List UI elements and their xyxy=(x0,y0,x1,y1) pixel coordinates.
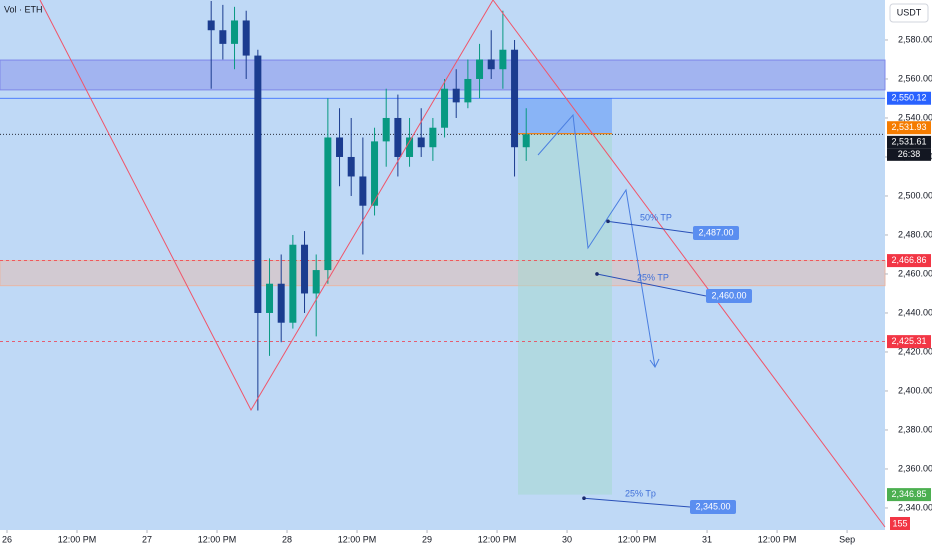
candle-body xyxy=(371,141,379,206)
price-tag xyxy=(887,254,931,268)
currency[interactable]: USDT xyxy=(897,7,922,17)
x-tick-label: Sep xyxy=(839,534,855,544)
candle-body xyxy=(429,127,437,148)
y-tick-label: 2,360.00 xyxy=(898,463,932,473)
target-box xyxy=(693,226,739,240)
bottom-tag-box xyxy=(890,517,910,530)
trend-zigzag xyxy=(39,0,886,528)
currency-button[interactable] xyxy=(889,3,929,23)
candle-body xyxy=(289,244,297,323)
candle-body xyxy=(417,137,425,148)
candle-body xyxy=(336,137,344,157)
y-tick-label: 2,460.00 xyxy=(898,268,932,278)
target-label: 2,460.00 xyxy=(711,290,746,300)
candle-body xyxy=(242,20,250,56)
x-tick-label: 28 xyxy=(282,534,292,544)
price-tag-label: 2,346.85 xyxy=(891,489,926,499)
position-risk xyxy=(518,98,612,134)
candle-body xyxy=(499,49,507,70)
countdown-box xyxy=(887,148,931,161)
time-axis xyxy=(0,530,885,550)
y-tick-label: 2,480.00 xyxy=(898,229,932,239)
candle-body xyxy=(522,134,530,148)
target-box xyxy=(706,289,752,303)
y-tick-label: 2,420.00 xyxy=(898,346,932,356)
price-tag-label: 2,531.61 xyxy=(891,137,926,147)
price-tag-label: 2,425.31 xyxy=(891,336,926,346)
x-tick-label: 29 xyxy=(422,534,432,544)
target-name: 50% TP xyxy=(640,212,672,222)
candle-body xyxy=(219,30,227,44)
target-leader xyxy=(607,220,694,234)
y-tick-label: 2,400.00 xyxy=(898,385,932,395)
countdown: 26:38 xyxy=(898,149,921,159)
candle-body xyxy=(312,270,320,294)
x-tick-label: 12:00 PM xyxy=(338,534,377,544)
symbol-header: Vol · ETH xyxy=(4,4,43,14)
y-tick-label: 2,540.00 xyxy=(898,112,932,122)
y-tick-label: 2,440.00 xyxy=(898,307,932,317)
candle-body xyxy=(207,20,215,31)
candle-body xyxy=(452,88,460,103)
candle-body xyxy=(347,156,355,177)
candle-body xyxy=(476,59,484,79)
x-tick-label: 31 xyxy=(702,534,712,544)
target-point xyxy=(606,219,610,224)
bottom-tag: 155 xyxy=(892,518,907,528)
y-tick-label: 2,580.00 xyxy=(898,34,932,44)
target-label: 2,487.00 xyxy=(698,227,733,237)
target-leader xyxy=(596,273,707,297)
price-tag xyxy=(887,488,931,502)
candle-body xyxy=(487,59,495,70)
price-tag xyxy=(887,121,931,135)
candle-body xyxy=(359,176,367,206)
x-tick-label: 30 xyxy=(562,534,572,544)
x-tick-label: 26 xyxy=(2,534,12,544)
candle-body xyxy=(394,117,402,157)
price-axis xyxy=(885,0,932,550)
target-point xyxy=(595,272,599,276)
plot-background xyxy=(0,0,885,530)
position-reward xyxy=(518,133,612,495)
price-tag-label: 2,466.86 xyxy=(891,255,926,265)
candle-body xyxy=(254,55,262,313)
x-tick-label: 12:00 PM xyxy=(618,534,657,544)
y-tick-label: 2,560.00 xyxy=(898,73,932,83)
candle-body xyxy=(301,244,309,294)
x-tick-label: 27 xyxy=(142,534,152,544)
y-tick-label: 2,340.00 xyxy=(898,502,932,512)
projection-arrowhead xyxy=(649,358,660,368)
price-tag-label: 2,531.93 xyxy=(891,122,926,132)
y-tick-label: 2,500.00 xyxy=(898,190,932,200)
target-name: 25% Tp xyxy=(625,488,656,498)
y-tick-label: 2,380.00 xyxy=(898,424,932,434)
x-tick-label: 12:00 PM xyxy=(58,534,97,544)
price-tag xyxy=(887,335,931,349)
target-leader xyxy=(583,497,691,508)
candle-body xyxy=(406,137,414,157)
candle-body xyxy=(266,283,274,313)
target-name: 25% TP xyxy=(637,272,669,282)
candle-body xyxy=(464,78,472,103)
zone xyxy=(0,260,886,287)
x-tick-label: 12:00 PM xyxy=(198,534,237,544)
price-tag-label: 2,550.12 xyxy=(891,93,926,103)
price-tag xyxy=(887,91,931,105)
candle-body xyxy=(231,20,239,44)
target-point xyxy=(582,496,586,501)
candle-body xyxy=(324,137,332,271)
projection-path xyxy=(537,113,656,368)
candle-body xyxy=(382,117,390,142)
target-label: 2,345.00 xyxy=(695,501,730,511)
target-box xyxy=(690,500,736,514)
candle-body xyxy=(511,49,519,148)
price-tag xyxy=(887,135,931,149)
candle-body xyxy=(441,88,449,128)
x-tick-label: 12:00 PM xyxy=(758,534,797,544)
candle-body xyxy=(277,283,285,323)
x-tick-label: 12:00 PM xyxy=(478,534,517,544)
